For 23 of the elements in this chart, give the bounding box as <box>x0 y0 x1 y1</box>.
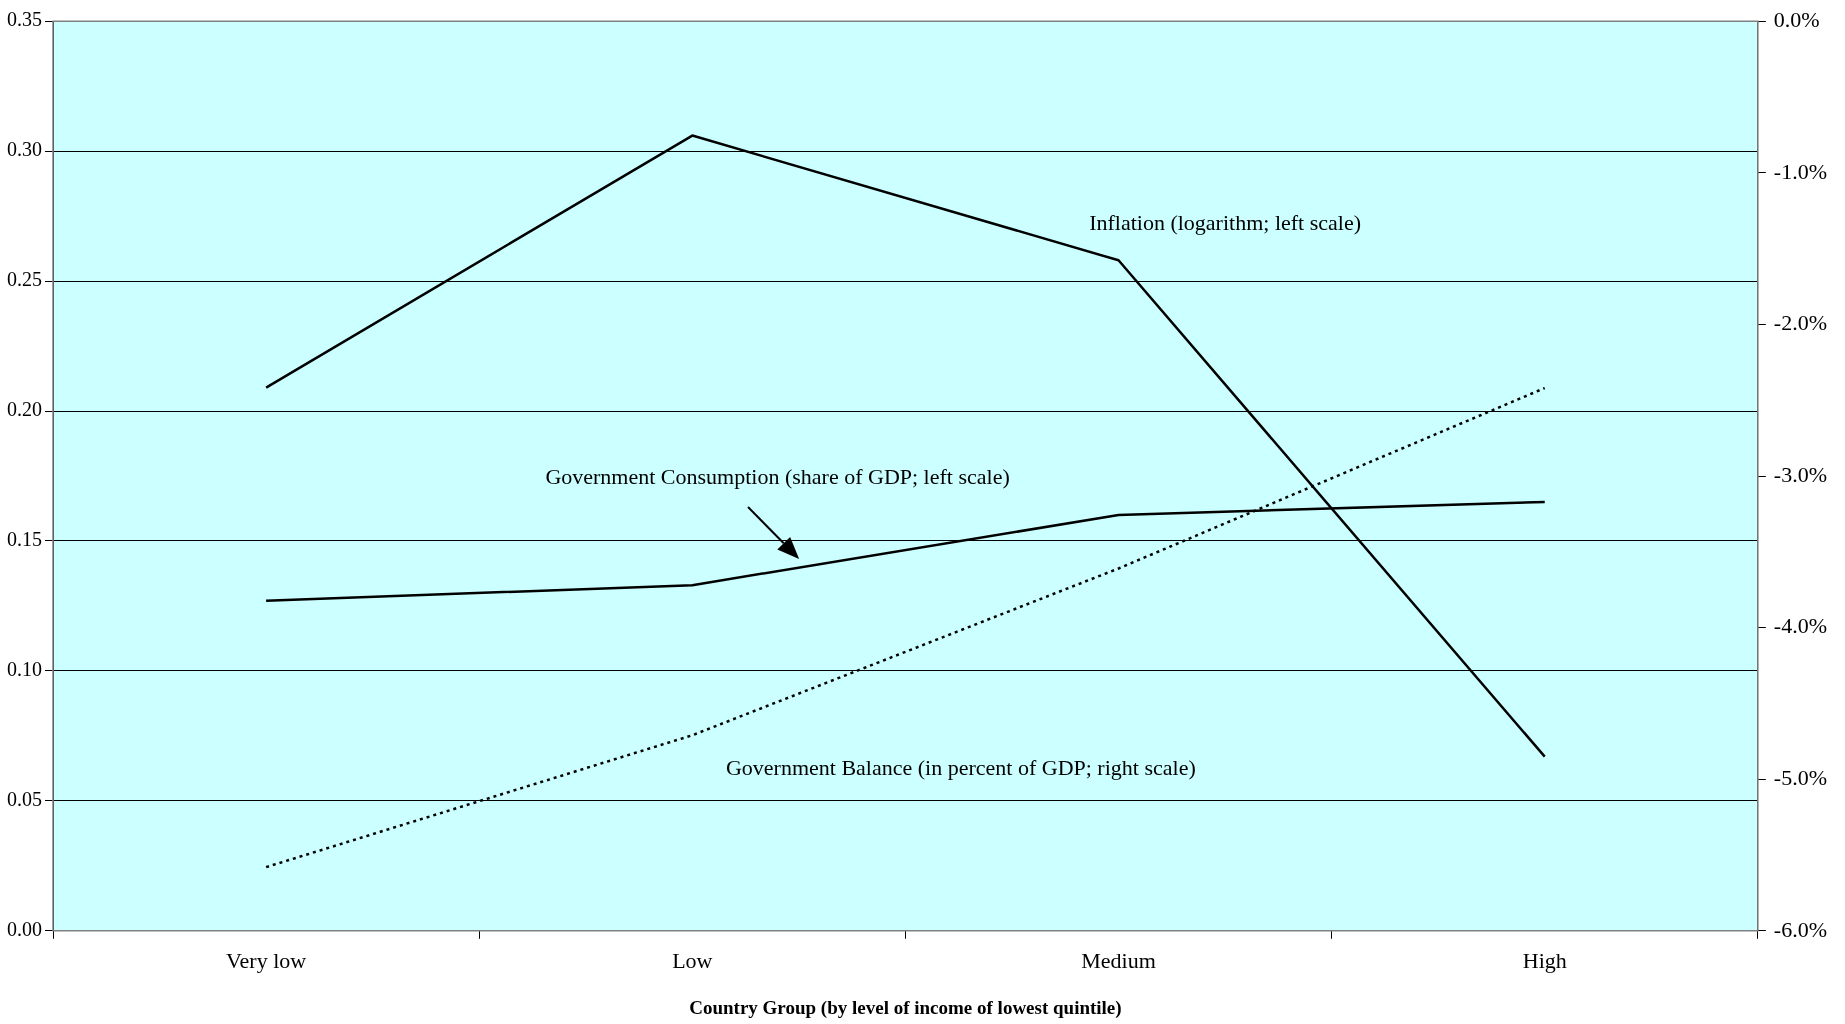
y-tick-label: 0.30 <box>7 138 42 161</box>
y-tick-label: 0.15 <box>7 528 42 551</box>
y-tick-label: 0.20 <box>7 398 42 421</box>
y2-tick-label: -2.0% <box>1773 310 1827 336</box>
series-label: Government Consumption (share of GDP; left scale) <box>545 464 1010 490</box>
x-axis-title: Country Group (by level of income of lowest quintile) <box>689 996 1122 1019</box>
y-tick-label: 0.05 <box>7 788 42 811</box>
y-tick-label: 0.25 <box>7 268 42 291</box>
x-tick-label: Low <box>672 947 713 973</box>
y-tick-label: 0.00 <box>7 918 42 941</box>
x-tick-label: Medium <box>1081 947 1156 973</box>
y2-tick-label: -3.0% <box>1773 461 1827 487</box>
y2-tick-label: -4.0% <box>1773 613 1827 639</box>
y2-tick-label: -1.0% <box>1773 158 1827 184</box>
y2-tick-label: 0.0% <box>1773 6 1820 32</box>
y2-tick-label: -5.0% <box>1773 764 1827 790</box>
x-tick-label: High <box>1522 947 1567 973</box>
y2-tick-label: -6.0% <box>1773 916 1827 942</box>
y-tick-label: 0.10 <box>7 658 42 681</box>
series-label: Government Balance (in percent of GDP; right scale) <box>725 755 1196 781</box>
x-tick-label: Very low <box>226 947 307 973</box>
series-label: Inflation (logarithm; left scale) <box>1089 209 1361 235</box>
y-tick-label: 0.35 <box>7 8 42 31</box>
